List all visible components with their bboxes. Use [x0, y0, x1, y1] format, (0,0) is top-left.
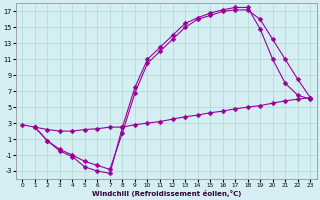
X-axis label: Windchill (Refroidissement éolien,°C): Windchill (Refroidissement éolien,°C)	[92, 190, 241, 197]
